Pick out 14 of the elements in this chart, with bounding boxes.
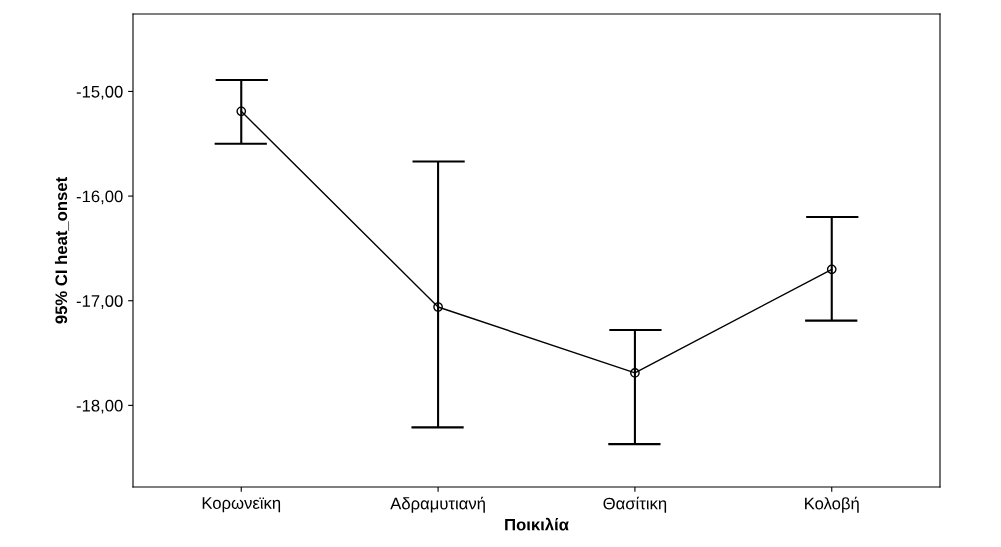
y-tick-label: -18,00 (76, 399, 123, 414)
y-tick-label: -15,00 (76, 85, 123, 100)
y-tick-label: -16,00 (76, 190, 123, 205)
point (630, 368, 640, 378)
x-tick-label: Θασίτικη (603, 496, 667, 513)
y-axis-title: 95% CI heat_onset (54, 177, 70, 324)
x-axis-title: Ποικιλία (505, 517, 569, 531)
point (826, 264, 837, 275)
x-tick-label: Κολοβή (805, 496, 859, 513)
x-tick-label: Κορωνεϊκη (202, 497, 281, 513)
point (236, 106, 247, 117)
point (433, 302, 443, 312)
y-tick-label: -17,00 (76, 295, 123, 309)
x-tick-label: Αδραμυτιανή (390, 496, 485, 513)
